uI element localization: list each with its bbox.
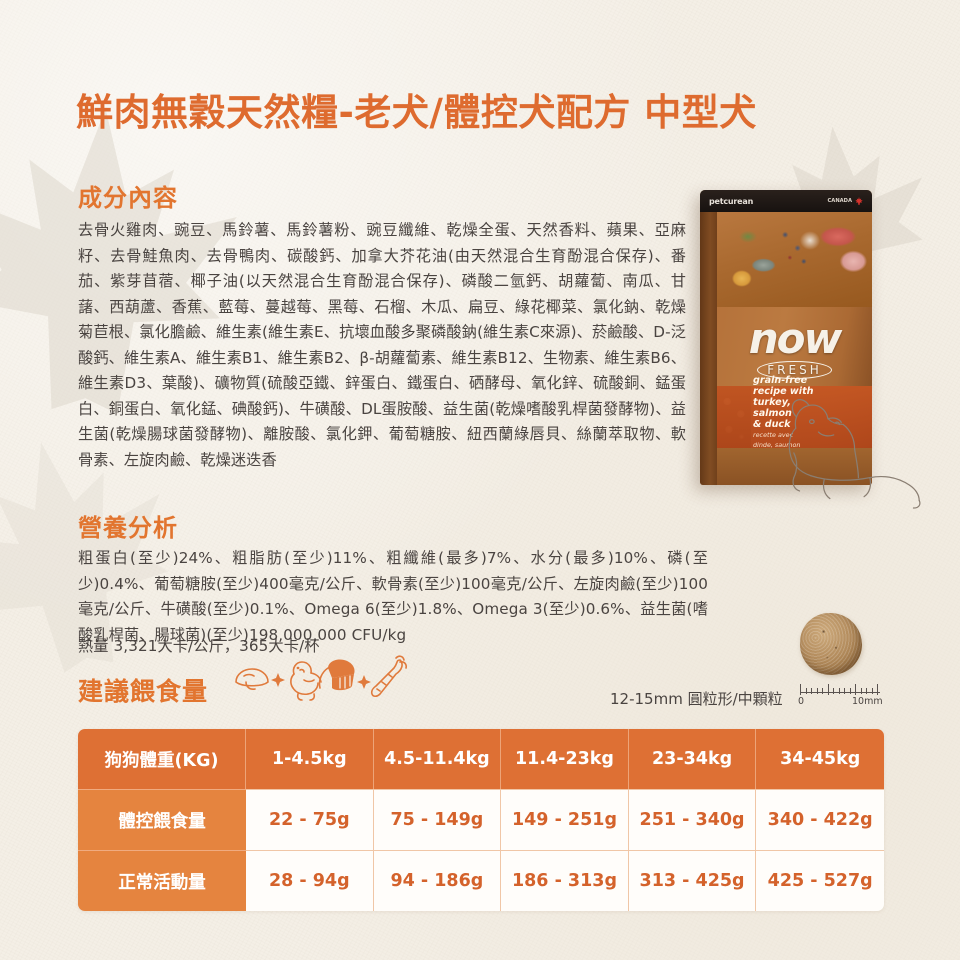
table-cell: 22 - 75g	[246, 789, 374, 850]
mushroom-icon	[235, 668, 269, 690]
table-cell: 75 - 149g	[373, 789, 502, 850]
nutrition-analysis-text: 粗蛋白(至少)24%、粗脂肪(至少)11%、粗纖維(最多)7%、水分(最多)10…	[78, 549, 708, 644]
table-row-label: 體控餵食量	[78, 789, 246, 850]
table-cell: 186 - 313g	[501, 850, 629, 911]
bag-recipe-band: grain-free recipe with turkey, salmon & …	[717, 375, 872, 458]
ruler-tick	[849, 687, 851, 694]
recipe-french-line-1: recette avec	[753, 431, 794, 440]
page-title: 鮮肉無穀天然糧-老犬/體控犬配方 中型犬	[76, 91, 757, 134]
table-cell: 28 - 94g	[246, 850, 374, 911]
ruler-tick	[800, 684, 802, 695]
ruler-baseline	[800, 692, 880, 694]
ruler-tick	[838, 687, 840, 694]
bag-side-gusset	[700, 212, 717, 485]
maple-leaf-icon	[855, 197, 863, 205]
table-header-cell: 4.5-11.4kg	[373, 729, 502, 789]
petcurean-brand-label: petcurean	[709, 196, 754, 206]
table-header-cell: 狗狗體重(KG)	[78, 729, 246, 789]
ruler-tick	[877, 684, 879, 695]
bag-top-brand-bar: petcurean CANADA	[700, 190, 872, 212]
now-logo-text: now	[748, 314, 843, 363]
feeding-guide-table: 狗狗體重(KG) 1-4.5kg 4.5-11.4kg 11.4-23kg 23…	[78, 729, 884, 911]
table-cell: 313 - 425g	[628, 850, 757, 911]
recipe-line-3: turkey,	[753, 397, 791, 409]
canada-brand-label: CANADA	[828, 197, 864, 205]
ruler-tick	[811, 687, 813, 694]
table-cell: 94 - 186g	[373, 850, 502, 911]
kibble-size-label: 12-15mm 圓粒形/中顆粒	[610, 690, 783, 708]
ruler-zero-label: 0	[798, 696, 805, 707]
bag-bottom-panel	[717, 448, 872, 485]
table-row-label: 正常活動量	[78, 850, 246, 911]
table-header-cell: 1-4.5kg	[246, 729, 374, 789]
ingredients-text: 去骨火雞肉、豌豆、馬鈴薯、馬鈴薯粉、豌豆纖維、乾燥全蛋、天然香料、蘋果、亞麻籽、…	[78, 221, 686, 469]
feeding-guide-heading: 建議餵食量	[78, 677, 209, 706]
recipe-line-5: & duck	[753, 419, 791, 431]
canada-label-text: CANADA	[827, 198, 853, 204]
bag-recipe-text-block: grain-free recipe with turkey, salmon & …	[753, 375, 814, 458]
ruler-tick	[827, 684, 829, 695]
ruler-tick	[860, 687, 862, 694]
ruler-tick	[805, 687, 807, 694]
table-row: 正常活動量 28 - 94g 94 - 186g 186 - 313g 313 …	[78, 850, 884, 911]
nutrition-analysis-heading: 營養分析	[78, 514, 178, 542]
table-cell: 425 - 527g	[756, 850, 884, 911]
kibble-sample-image	[800, 613, 862, 675]
table-header-cell: 23-34kg	[628, 729, 757, 789]
ruler-tick	[866, 687, 868, 694]
table-cell: 251 - 340g	[628, 789, 757, 850]
carrot-icon	[370, 655, 407, 698]
fresh-logo-text: FRESH	[757, 361, 832, 379]
table-header-row: 狗狗體重(KG) 1-4.5kg 4.5-11.4kg 11.4-23kg 23…	[78, 729, 884, 789]
calorie-text: 熱量 3,321大卡/公斤，365大卡/杯	[78, 637, 320, 655]
food-bowl-icon	[318, 659, 355, 691]
bag-food-photography	[717, 212, 872, 307]
table-header-cell: 34-45kg	[756, 729, 884, 789]
table-body: 體控餵食量 22 - 75g 75 - 149g 149 - 251g 251 …	[78, 789, 884, 911]
table-cell: 149 - 251g	[501, 789, 629, 850]
recipe-french-line-2: dinde, saumon	[753, 440, 801, 449]
product-bag-image: petcurean CANADA now FRESH grain-free re…	[700, 190, 921, 509]
ruler-tick	[822, 687, 824, 694]
ruler-tick	[844, 687, 846, 694]
product-bag: petcurean CANADA now FRESH grain-free re…	[700, 190, 872, 485]
ruler-tick	[833, 687, 835, 694]
dog-icon	[290, 661, 322, 701]
ingredients-heading: 成分內容	[78, 184, 178, 212]
recipe-line-1: grain-free	[753, 375, 808, 387]
recipe-line-4: salmon	[753, 408, 792, 420]
recipe-line-2: recipe with	[753, 386, 814, 398]
table-header-cell: 11.4-23kg	[501, 729, 629, 789]
table-cell: 340 - 422g	[756, 789, 884, 850]
ruler-tick	[855, 684, 857, 695]
kibble-size-ruler: 0 10mm	[798, 684, 883, 710]
now-fresh-logo: now FRESH	[717, 318, 872, 379]
table-header: 狗狗體重(KG) 1-4.5kg 4.5-11.4kg 11.4-23kg 23…	[78, 729, 884, 789]
ruler-tick	[871, 687, 873, 694]
ruler-tick	[816, 687, 818, 694]
ruler-max-label: 10mm	[852, 696, 883, 707]
table-row: 體控餵食量 22 - 75g 75 - 149g 149 - 251g 251 …	[78, 789, 884, 850]
